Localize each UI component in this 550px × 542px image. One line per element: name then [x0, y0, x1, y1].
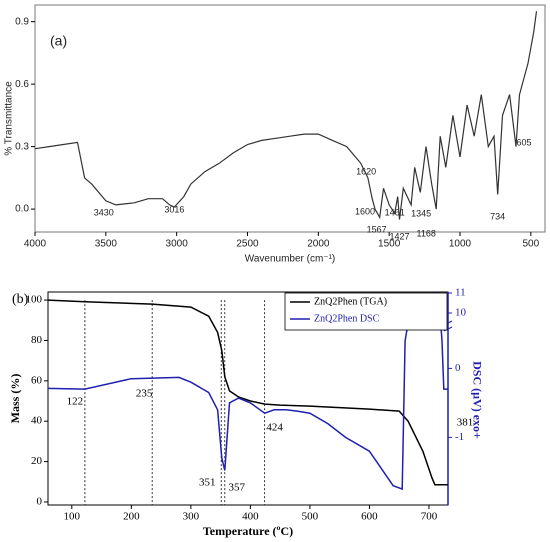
y-tick-label: 0.9	[15, 16, 29, 27]
peak-label: 1567	[367, 224, 387, 234]
x-tick-label: 500	[522, 239, 539, 250]
panel-label: (b)	[12, 292, 29, 307]
x-tick-label: 4000	[24, 239, 47, 250]
y-tick-label: 20	[31, 455, 43, 467]
marker-label: 351	[199, 477, 216, 489]
peak-label: 1620	[356, 166, 376, 176]
x-axis-title: Wavenumber (cm⁻¹)	[245, 254, 335, 265]
peak-label: 1427	[389, 231, 409, 241]
data-line	[47, 299, 448, 486]
annotation: 381	[457, 417, 474, 429]
x-tick-label: 200	[123, 511, 140, 523]
marker-label: 122	[67, 396, 84, 408]
y-axis-title: % Transmittance	[4, 81, 15, 156]
legend-label: ZnQ2Phen (TGA)	[314, 296, 387, 307]
marker-label: 424	[266, 422, 283, 434]
y-tick-label: 0	[37, 496, 43, 508]
x-tick-label: 500	[302, 511, 319, 523]
y-tick-label: 100	[26, 294, 43, 306]
y2-tick-label: 10	[455, 307, 467, 319]
y-tick-label: 40	[31, 415, 43, 427]
peak-label: 1600	[355, 206, 375, 216]
y2-tick-label: 0	[455, 362, 461, 374]
peak-label: 1168	[417, 228, 436, 238]
ftir-chart: 4000 3500 3000 2500 2000 1500 1000 500 0.0 0.3 0.6…	[4, 4, 546, 265]
panel-label: (a)	[50, 33, 67, 49]
peak-label: 734	[490, 211, 505, 221]
peak-label: 3430	[94, 207, 114, 217]
y2-tick-label: -1	[455, 431, 464, 443]
x-tick-label: 1500	[378, 239, 401, 250]
x-tick-label: 600	[361, 511, 378, 523]
x-tick-label: 100	[64, 511, 81, 523]
x-tick-label: 1000	[449, 239, 472, 250]
marker-label: 357	[229, 482, 246, 494]
y2-axis-title: DSC (µV) exo+	[470, 361, 484, 439]
x-tick-label: 400	[242, 511, 259, 523]
y-tick-label: 80	[31, 334, 43, 346]
marker-label: 235	[136, 388, 153, 400]
y-tick-label: 0.6	[15, 79, 29, 90]
x-tick-label: 2000	[307, 239, 330, 250]
x-tick-label: 700	[421, 511, 438, 523]
y-tick-label: 0.0	[15, 204, 29, 215]
y2-tick-label: 11	[455, 287, 466, 299]
x-tick-label: 300	[183, 511, 200, 523]
y-tick-label: 0.3	[15, 141, 29, 152]
x-tick-label: 2500	[236, 239, 259, 250]
plot-frame	[34, 4, 546, 233]
y-tick-label: 60	[31, 374, 43, 386]
legend-label: ZnQ2Phen DSC	[314, 313, 380, 324]
y-axis-title: Mass (%)	[8, 374, 22, 424]
peak-label: 605	[516, 137, 531, 147]
peak-label: 1345	[411, 208, 431, 218]
peak-label: 3016	[164, 204, 184, 214]
x-tick-label: 3000	[166, 239, 189, 250]
tga-dsc-chart: 100 200 300 400 500 600 700 0 20 40 60 80 100 -1 0 10 11…	[8, 287, 485, 538]
x-tick-label: 3500	[95, 239, 118, 250]
legend-box	[284, 292, 448, 331]
x-axis-title: Temperature (ºC)	[203, 524, 293, 538]
data-line	[34, 11, 538, 220]
